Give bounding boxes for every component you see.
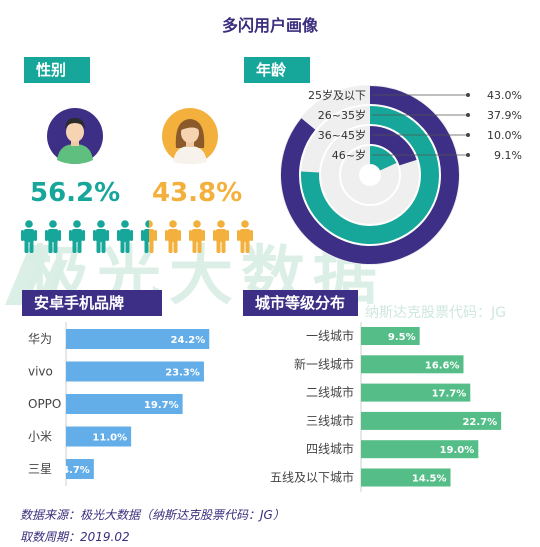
brand-category-label: 华为 <box>28 332 52 346</box>
brand-category-label: OPPO <box>28 397 61 411</box>
city-value-label: 16.6% <box>425 360 460 371</box>
city-value-label: 19.0% <box>440 445 475 456</box>
section-gender: 性别 <box>24 57 90 83</box>
section-brand: 安卓手机品牌 <box>22 290 162 316</box>
age-arc-1 <box>301 106 439 244</box>
age-arc-0 <box>281 86 459 264</box>
section-age: 年龄 <box>244 57 310 83</box>
city-bar <box>361 383 471 402</box>
brand-value-label: 23.3% <box>165 368 200 379</box>
age-value-label: 9.1% <box>494 149 522 162</box>
age-category-label: 26~35岁 <box>318 108 366 122</box>
brand-bar-chart: 华为 24.2% vivo 23.3% OPPO 19.7% 小米 11.0% 三星 4.7% <box>28 322 210 486</box>
city-category-label: 二线城市 <box>306 385 354 400</box>
female-avatar-icon <box>162 108 218 164</box>
city-bar <box>361 411 502 430</box>
age-value-label: 37.9% <box>487 109 522 122</box>
age-category-label: 36~45岁 <box>318 128 366 142</box>
city-bar <box>361 355 464 374</box>
city-category-label: 新一线城市 <box>294 356 354 371</box>
gender-person-icons <box>21 220 253 253</box>
city-bar <box>361 468 451 487</box>
brand-value-label: 24.2% <box>171 335 206 346</box>
brand-value-label: 11.0% <box>92 433 127 444</box>
age-arc-3 <box>369 146 397 172</box>
brand-bar <box>66 459 94 479</box>
footer-source: 数据来源：极光大数据（纳斯达克股票代码：JG） <box>20 508 285 522</box>
city-category-label: 一线城市 <box>306 328 354 343</box>
page-title: 多闪用户画像 <box>221 16 318 35</box>
city-value-label: 22.7% <box>462 417 497 428</box>
age-value-label: 43.0% <box>487 89 522 102</box>
brand-category-label: vivo <box>28 365 53 379</box>
city-category-label: 四线城市 <box>306 441 354 456</box>
brand-value-label: 4.7% <box>62 465 90 476</box>
brand-category-label: 小米 <box>28 430 52 444</box>
watermark-subtext: 纳斯达克股票代码：JG <box>365 305 506 321</box>
female-percentage: 43.8% <box>152 178 243 208</box>
brand-bar <box>66 394 183 414</box>
city-category-label: 五线及以下城市 <box>270 470 354 485</box>
age-category-label: 46~岁 <box>332 148 366 162</box>
section-city: 城市等级分布 <box>243 290 358 316</box>
brand-bar <box>66 426 132 447</box>
brand-category-label: 三星 <box>28 462 52 476</box>
city-bar-chart: 一线城市 9.5% 新一线城市 16.6% 二线城市 17.7% 三线城市 22.7% 四线城市… <box>270 322 502 492</box>
city-category-label: 三线城市 <box>306 413 354 428</box>
brand-bar <box>66 329 210 349</box>
city-bar <box>361 440 479 459</box>
age-category-label: 25岁及以下 <box>308 88 366 102</box>
age-value-label: 10.0% <box>487 129 522 142</box>
male-percentage: 56.2% <box>30 178 121 208</box>
footer-period: 取数周期：2019.02 <box>20 530 130 544</box>
brand-value-label: 19.7% <box>144 400 179 411</box>
age-radial-chart: 25岁及以下 43.0% 26~35岁 37.9% 36~45岁 10.0% 46~岁 9.1… <box>280 85 522 265</box>
city-bar <box>361 327 420 345</box>
city-value-label: 14.5% <box>412 474 447 485</box>
male-avatar-icon <box>47 108 103 164</box>
city-value-label: 9.5% <box>388 332 416 343</box>
city-value-label: 17.7% <box>432 389 467 400</box>
brand-bar <box>66 361 204 382</box>
